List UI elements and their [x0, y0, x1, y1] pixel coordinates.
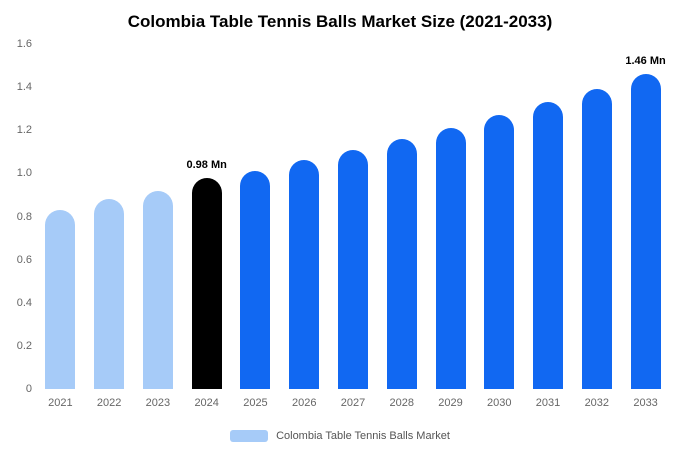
- x-tick-label: 2021: [48, 397, 73, 409]
- y-tick-label: 0.6: [16, 253, 32, 266]
- y-tick-label: 0: [25, 383, 32, 395]
- x-tick-label: 2029: [438, 397, 463, 409]
- bar-slot: 2032: [572, 44, 621, 409]
- bar-2022[interactable]: [94, 199, 125, 389]
- y-tick-label: 1.0: [16, 167, 32, 180]
- bar-2026[interactable]: [289, 160, 320, 389]
- chart-title: Colombia Table Tennis Balls Market Size …: [127, 12, 553, 31]
- x-tick-label: 2024: [194, 397, 219, 409]
- bar-slot: 2026: [280, 44, 329, 409]
- bar-2033[interactable]: [630, 74, 661, 389]
- bar-slot: 2025: [231, 44, 280, 409]
- bar-2023[interactable]: [142, 191, 173, 389]
- bar-slot: 2033 1.46 Mn: [621, 44, 670, 409]
- legend-label: Colombia Table Tennis Balls Market: [276, 430, 450, 442]
- bar-2027[interactable]: [337, 150, 368, 389]
- legend: Colombia Table Tennis Balls Market: [0, 430, 680, 442]
- bar-slot: 2031: [524, 44, 573, 409]
- bar-2030[interactable]: [484, 115, 515, 389]
- y-tick-label: 0.2: [16, 339, 32, 352]
- value-label: 1.46 Mn: [625, 55, 666, 67]
- x-tick-label: 2028: [389, 397, 414, 409]
- bar-2025[interactable]: [240, 171, 271, 389]
- y-axis: 0 0.2 0.4 0.6 0.8 1.0 1.2 1.4 1.6: [8, 38, 34, 395]
- legend-swatch: [230, 430, 269, 442]
- bar-slot: 2029: [426, 44, 475, 409]
- bar-2032[interactable]: [581, 89, 612, 389]
- bar-2029[interactable]: [435, 128, 466, 389]
- bar-chart: 0 0.2 0.4 0.6 0.8 1.0 1.2 1.4 1.6 2021 2022 2023 20…: [8, 38, 672, 409]
- x-tick-label: 2026: [291, 397, 317, 409]
- bar-slot: 2021: [36, 44, 85, 409]
- bar-slot: 2024 0.98 Mn: [182, 44, 231, 409]
- bar-slot: 2030: [475, 44, 524, 409]
- value-label: 0.98 Mn: [186, 159, 227, 171]
- bar-slot: 2022: [85, 44, 134, 409]
- bar-slot: 2027: [329, 44, 378, 409]
- x-tick-label: 2022: [96, 397, 122, 409]
- x-tick-label: 2023: [145, 397, 171, 409]
- x-tick-label: 2030: [487, 397, 512, 409]
- y-tick-label: 1.6: [16, 38, 32, 50]
- x-tick-label: 2031: [535, 397, 561, 409]
- x-tick-label: 2032: [584, 397, 610, 409]
- bar-2031[interactable]: [533, 102, 564, 389]
- y-tick-label: 0.8: [16, 210, 32, 223]
- plot-area: 2021 2022 2023 2024 0.98 Mn 2025 2026 2027 2028 2…: [36, 44, 670, 409]
- y-tick-label: 1.4: [16, 81, 32, 94]
- bar-2028[interactable]: [386, 139, 417, 389]
- x-tick-label: 2025: [243, 397, 268, 409]
- x-tick-label: 2033: [633, 397, 658, 409]
- y-tick-label: 1.2: [16, 124, 32, 137]
- x-tick-label: 2027: [340, 397, 366, 409]
- bar-slot: 2023: [134, 44, 183, 409]
- bar-2024[interactable]: [191, 178, 222, 389]
- bar-slot: 2028: [377, 44, 426, 409]
- bar-2021[interactable]: [45, 210, 76, 389]
- y-tick-label: 0.4: [16, 296, 32, 309]
